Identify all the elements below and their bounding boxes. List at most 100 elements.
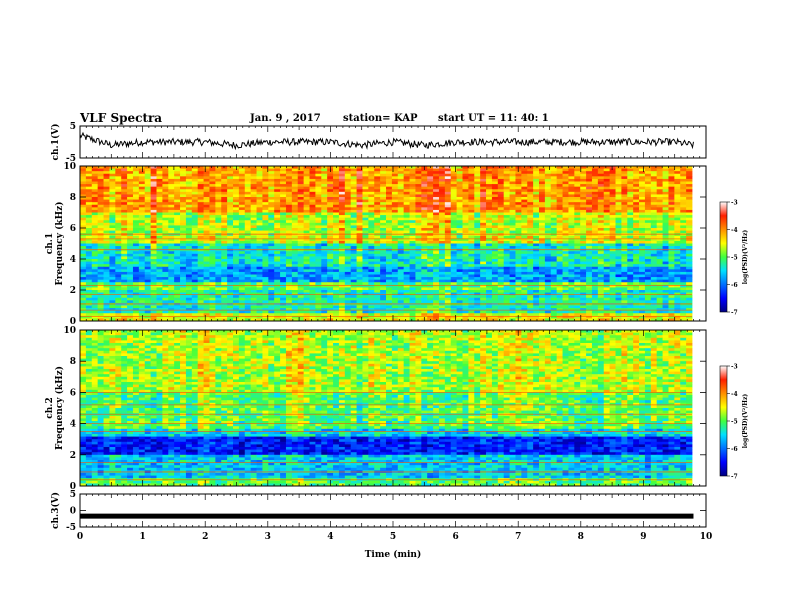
- spectrogram-cell: [497, 261, 505, 265]
- spectrogram-cell: [603, 240, 611, 244]
- spectrogram-cell: [227, 269, 234, 273]
- spectrogram-cell: [509, 204, 516, 208]
- spectrogram-cell: [297, 197, 305, 200]
- spectrogram-cell: [315, 222, 322, 226]
- spectrogram-cell: [197, 243, 204, 247]
- spectrogram-cell: [268, 184, 275, 188]
- spectrogram-cell: [233, 261, 240, 265]
- spectrogram-cell: [215, 209, 222, 213]
- spectrogram-cell: [250, 173, 257, 177]
- spectrogram-cell: [374, 238, 381, 242]
- spectrogram-cell: [291, 279, 299, 283]
- spectrogram-cell: [674, 207, 681, 211]
- spectrogram-cell: [574, 238, 581, 242]
- spectrogram-cell: [633, 212, 640, 216]
- spectrogram-cell: [656, 256, 663, 260]
- spectrogram-cell: [509, 184, 516, 188]
- spectrogram-cell: [138, 217, 146, 221]
- spectrogram-cell: [327, 279, 334, 283]
- spectrogram-cell: [132, 251, 140, 255]
- spectrogram-cell: [521, 256, 528, 260]
- spectrogram-cell: [321, 199, 328, 203]
- spectrogram-cell: [580, 266, 587, 270]
- spectrogram-cell: [268, 235, 275, 239]
- spectrogram-cell: [321, 284, 328, 288]
- spectrogram-cell: [150, 173, 157, 177]
- spectrogram-cell: [291, 253, 299, 257]
- spectrogram-cell: [433, 191, 440, 195]
- spectrogram-cell: [262, 168, 269, 172]
- spectrogram-cell: [391, 269, 399, 273]
- spectrogram-cell: [556, 284, 563, 288]
- spectrogram-cell: [497, 204, 505, 208]
- spectrogram-cell: [662, 266, 669, 270]
- spectrogram-cell: [533, 189, 540, 193]
- spectrogram-cell: [244, 176, 252, 180]
- spectrogram-cell: [621, 271, 628, 275]
- spectrogram-cell: [668, 243, 675, 247]
- spectrogram-cell: [533, 287, 540, 291]
- spectrogram-cell: [380, 202, 387, 206]
- spectrogram-cell: [115, 238, 122, 242]
- spectrogram-cell: [150, 222, 157, 226]
- spectrogram-cell: [515, 204, 522, 208]
- spectrogram-cell: [568, 191, 575, 195]
- spectrogram-cell: [368, 240, 375, 244]
- spectrogram-cell: [285, 264, 293, 268]
- spectrogram-cell: [327, 256, 334, 260]
- spectrogram-cell: [562, 168, 569, 172]
- spectrogram-cell: [297, 248, 305, 252]
- spectrogram-cell: [597, 225, 605, 229]
- spectrogram-cell: [462, 233, 469, 237]
- spectrogram-cell: [456, 184, 463, 188]
- spectrogram-cell: [397, 235, 405, 239]
- spectrogram-cell: [291, 287, 299, 291]
- spectrogram-cell: [262, 220, 269, 224]
- spectrogram-cell: [391, 251, 399, 255]
- spectrogram-cell: [686, 189, 693, 193]
- spectrogram-cell: [209, 246, 216, 250]
- spectrogram-cell: [321, 168, 328, 172]
- spectrogram-cell: [427, 209, 434, 213]
- spectrogram-cell: [539, 284, 546, 288]
- spectrogram-cell: [639, 217, 646, 221]
- spectrogram-cell: [103, 246, 110, 250]
- spectrogram-cell: [521, 217, 528, 221]
- spectrogram-cell: [550, 191, 558, 195]
- spectrogram-cell: [544, 207, 552, 211]
- spectrogram-cell: [368, 271, 375, 275]
- spectrogram-cell: [233, 279, 240, 283]
- spectrogram-cell: [221, 287, 228, 291]
- spectrogram-cell: [633, 199, 640, 203]
- spectrogram-cell: [303, 282, 310, 286]
- spectrogram-cell: [527, 222, 534, 226]
- spectrogram-cell: [680, 284, 687, 288]
- spectrogram-cell: [397, 256, 405, 260]
- spectrogram-cell: [268, 202, 275, 206]
- spectrogram-cell: [315, 253, 322, 257]
- spectrogram-cell: [244, 197, 252, 200]
- spectrogram-cell: [197, 181, 204, 185]
- spectrogram-cell: [115, 194, 122, 198]
- spectrogram-cell: [85, 184, 93, 188]
- spectrogram-cell: [97, 238, 104, 242]
- spectrogram-cell: [103, 204, 110, 208]
- spectrogram-cell: [138, 264, 146, 268]
- spectrogram-cell: [474, 217, 481, 221]
- spectrogram-cell: [380, 207, 387, 211]
- spectrogram-cell: [256, 209, 263, 213]
- spectrogram-cell: [291, 261, 299, 265]
- spectrogram-cell: [444, 243, 452, 247]
- spectrogram-cell: [539, 168, 546, 172]
- spectrogram-cell: [150, 269, 157, 273]
- spectrogram-cell: [103, 277, 110, 281]
- spectrogram-cell: [574, 282, 581, 286]
- spectrogram-cell: [544, 251, 552, 255]
- spectrogram-cell: [386, 204, 393, 208]
- spectrogram-cell: [174, 253, 181, 257]
- spectrogram-cell: [268, 204, 275, 208]
- spectrogram-cell: [262, 256, 269, 260]
- spectrogram-cell: [333, 176, 340, 180]
- spectrogram-cell: [397, 277, 405, 281]
- spectrogram-cell: [633, 222, 640, 226]
